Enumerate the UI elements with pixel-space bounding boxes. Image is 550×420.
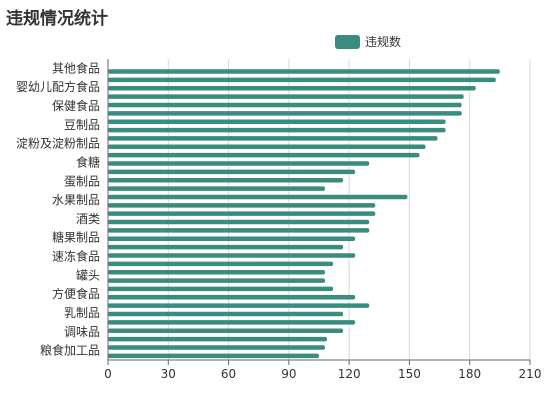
bar[interactable]: [108, 303, 370, 308]
legend-label: 违规数: [365, 35, 402, 49]
y-category-label: 罐头: [76, 268, 100, 282]
bar[interactable]: [108, 228, 370, 233]
bar[interactable]: [108, 169, 356, 175]
bar[interactable]: [108, 345, 326, 350]
bar[interactable]: [108, 269, 326, 275]
y-category-label: 糖果制品: [52, 230, 100, 245]
bar[interactable]: [108, 328, 344, 333]
y-category-label: 蛋制品: [64, 174, 100, 188]
bar[interactable]: [108, 136, 438, 141]
bar[interactable]: [108, 336, 328, 342]
legend-swatch: [335, 34, 360, 49]
x-tick-label: 150: [398, 367, 421, 381]
x-tick-label: 210: [519, 367, 542, 381]
bar[interactable]: [108, 278, 326, 283]
y-category-label: 婴幼儿配方食品: [16, 79, 100, 94]
bar[interactable]: [108, 186, 326, 191]
chart-title: 违规情况统计: [6, 9, 108, 29]
bar[interactable]: [108, 69, 500, 74]
bar[interactable]: [108, 211, 376, 216]
y-category-label: 保健食品: [52, 98, 100, 113]
bar[interactable]: [108, 77, 496, 83]
bar[interactable]: [108, 219, 370, 225]
bar[interactable]: [108, 86, 476, 91]
bar[interactable]: [108, 177, 344, 183]
bar[interactable]: [108, 119, 446, 124]
x-tick-label: 90: [281, 367, 296, 381]
legend[interactable]: 违规数: [335, 33, 401, 50]
bar[interactable]: [108, 194, 408, 200]
bar[interactable]: [108, 286, 334, 292]
y-category-label: 豆制品: [64, 118, 100, 132]
y-category-label: 乳制品: [64, 306, 100, 320]
bar[interactable]: [108, 311, 344, 317]
y-category-label: 调味品: [64, 325, 100, 339]
y-category-label: 其他食品: [52, 60, 100, 75]
y-category-label: 粮食加工品: [40, 343, 100, 358]
x-tick-label: 0: [104, 367, 112, 381]
x-tick-label: 120: [338, 367, 361, 381]
bar[interactable]: [108, 111, 462, 116]
bar[interactable]: [108, 253, 356, 258]
y-category-label: 速冻食品: [52, 249, 100, 264]
bar[interactable]: [108, 244, 344, 250]
bar[interactable]: [108, 261, 334, 267]
bar[interactable]: [108, 127, 446, 133]
bar[interactable]: [108, 152, 420, 158]
y-category-label: 食糖: [76, 154, 100, 169]
bar[interactable]: [108, 161, 370, 166]
y-category-label: 淀粉及淀粉制品: [16, 137, 100, 151]
bar[interactable]: [108, 353, 319, 359]
y-category-label: 水果制品: [52, 193, 100, 207]
bar[interactable]: [108, 144, 426, 150]
x-tick-label: 180: [458, 367, 481, 381]
x-tick-label: 30: [161, 367, 176, 381]
bar[interactable]: [108, 236, 356, 242]
y-category-label: 酒类: [76, 212, 100, 226]
bar[interactable]: [108, 295, 356, 300]
bar[interactable]: [108, 320, 356, 325]
bar[interactable]: [108, 102, 462, 108]
x-tick-label: 60: [221, 367, 236, 381]
y-category-label: 方便食品: [52, 286, 100, 301]
bar[interactable]: [108, 94, 464, 99]
bar[interactable]: [108, 203, 376, 208]
